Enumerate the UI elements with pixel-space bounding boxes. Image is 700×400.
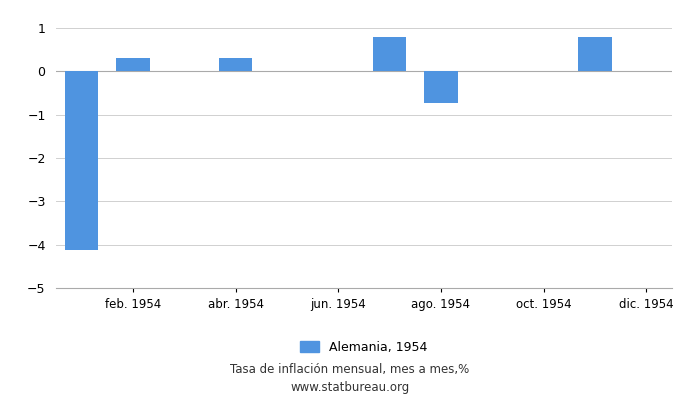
- Text: Tasa de inflación mensual, mes a mes,%: Tasa de inflación mensual, mes a mes,%: [230, 364, 470, 376]
- Text: www.statbureau.org: www.statbureau.org: [290, 382, 410, 394]
- Bar: [424, 71, 458, 102]
- Bar: [373, 37, 406, 71]
- Bar: [578, 37, 612, 71]
- Bar: [219, 58, 252, 71]
- Legend: Alemania, 1954: Alemania, 1954: [300, 341, 428, 354]
- Bar: [65, 71, 98, 250]
- Bar: [116, 58, 150, 71]
